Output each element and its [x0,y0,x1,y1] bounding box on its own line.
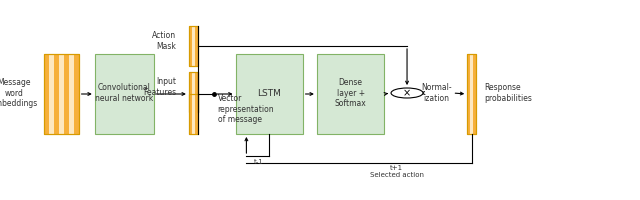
Text: Normal-
ization: Normal- ization [421,83,452,103]
Bar [467,54,470,134]
Text: Message
word
embeddings: Message word embeddings [0,78,38,108]
Text: ×: × [403,88,411,98]
Text: Vector
representation
of message: Vector representation of message [218,94,274,124]
Bar [195,26,198,66]
Bar [195,94,198,134]
Text: Input
Features: Input Features [143,77,176,97]
Bar [63,54,68,134]
Text: t-1: t-1 [254,159,264,165]
Text: LSTM: LSTM [257,88,281,98]
Bar [189,72,198,112]
Text: Response
probabilities: Response probabilities [484,83,532,103]
Bar [74,54,79,134]
Bar [44,54,79,134]
Bar [236,54,303,134]
Bar [189,94,198,134]
Bar [473,54,476,134]
Text: Action
Mask: Action Mask [152,31,176,51]
Circle shape [391,88,423,98]
Bar [189,26,192,66]
Bar [189,72,198,112]
Bar [189,72,192,112]
Bar [95,54,154,134]
Bar [195,72,198,112]
Bar [189,26,198,66]
Bar [44,54,49,134]
Bar [189,26,198,66]
Bar [54,54,59,134]
Bar [44,54,79,134]
Bar [467,54,476,134]
Text: t+1
Selected action: t+1 Selected action [370,165,424,178]
Bar [189,94,198,134]
Bar [189,94,192,134]
Text: Convolutional
neural network: Convolutional neural network [95,83,154,103]
Bar [317,54,384,134]
Bar [467,54,476,134]
Text: Dense
layer +
Softmax: Dense layer + Softmax [335,78,367,108]
